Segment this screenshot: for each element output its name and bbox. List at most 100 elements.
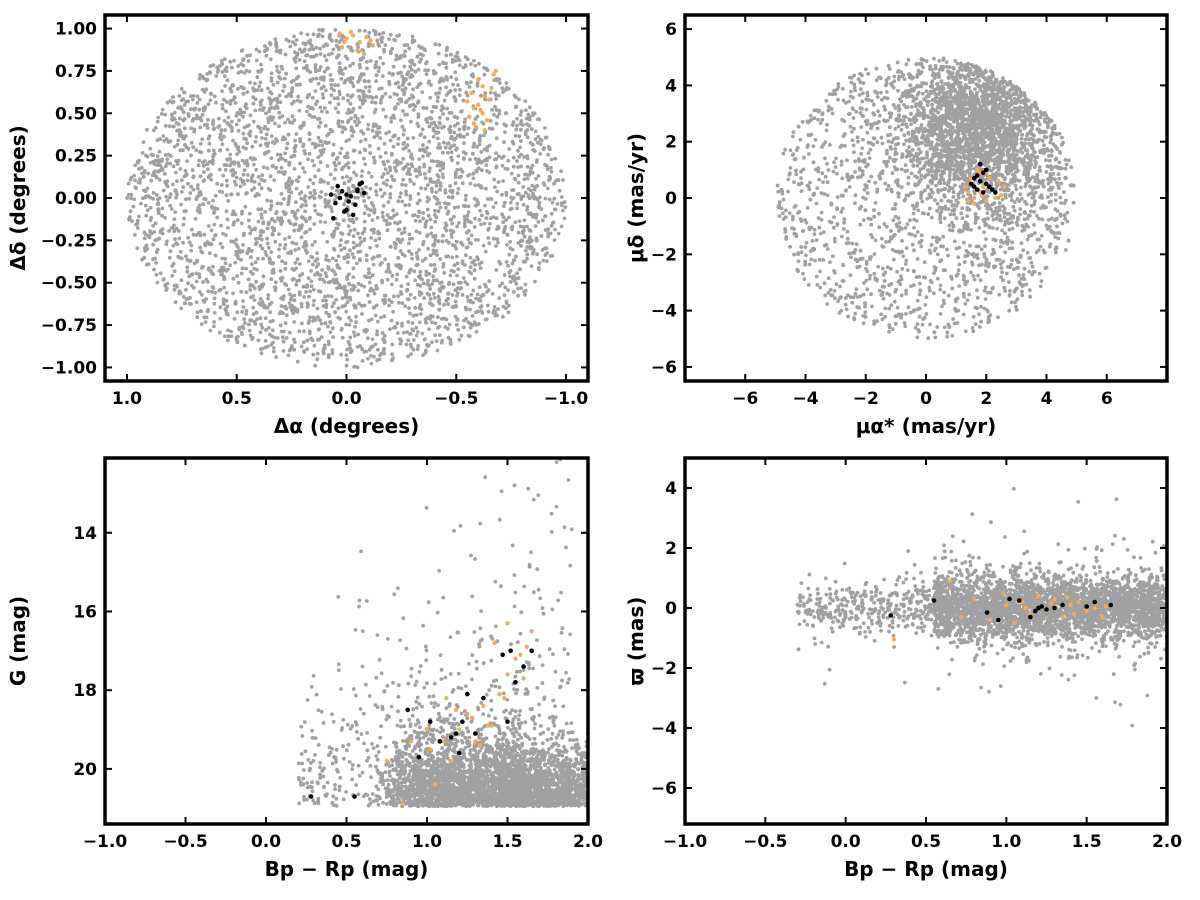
field-point — [412, 269, 417, 274]
field-point — [374, 95, 379, 99]
field-point — [829, 107, 834, 111]
field-point — [289, 181, 294, 186]
field-point — [393, 220, 397, 225]
field-point — [387, 303, 391, 308]
field-point — [234, 242, 239, 247]
field-point — [246, 277, 251, 282]
field-point — [525, 256, 529, 261]
field-point — [522, 155, 527, 159]
field-point — [525, 204, 530, 209]
field-point — [430, 320, 434, 325]
field-point — [416, 115, 421, 119]
field-point — [331, 277, 336, 282]
field-point — [456, 83, 460, 87]
field-point — [318, 277, 322, 281]
field-point — [434, 196, 438, 201]
field-point — [339, 238, 343, 243]
field-point — [385, 277, 390, 282]
field-point — [198, 192, 203, 197]
field-point — [366, 127, 370, 131]
field-point — [497, 259, 502, 264]
field-point — [328, 320, 332, 324]
field-point — [1034, 116, 1039, 120]
field-point — [377, 32, 382, 37]
field-point — [396, 199, 401, 204]
field-point — [870, 304, 874, 309]
field-point — [381, 61, 386, 66]
field-point — [322, 106, 327, 110]
field-point — [449, 268, 454, 273]
field-point — [345, 57, 350, 61]
field-point — [494, 97, 498, 101]
field-point — [488, 119, 493, 123]
field-point — [293, 59, 298, 64]
field-point — [229, 89, 234, 94]
field-point — [333, 106, 338, 111]
field-point — [318, 219, 323, 224]
field-point — [348, 176, 353, 181]
field-point — [407, 297, 411, 302]
field-point — [388, 51, 393, 56]
field-point — [186, 235, 191, 240]
field-point — [1059, 201, 1063, 205]
field-point — [449, 144, 454, 149]
field-point — [933, 198, 937, 203]
field-point — [178, 130, 183, 135]
field-point — [155, 138, 160, 143]
field-point — [311, 303, 316, 307]
field-point — [184, 197, 188, 202]
field-point — [396, 255, 401, 260]
field-point — [259, 237, 264, 242]
field-point — [249, 255, 253, 260]
field-point — [145, 186, 150, 191]
field-point — [979, 199, 984, 204]
field-point — [442, 271, 447, 275]
field-point — [414, 229, 419, 234]
field-point — [407, 237, 412, 241]
field-point — [530, 163, 535, 168]
field-point — [293, 248, 298, 252]
field-point — [528, 229, 533, 233]
field-point — [164, 194, 169, 199]
field-point — [241, 243, 245, 247]
field-point — [429, 186, 434, 191]
field-point — [547, 197, 552, 202]
field-point — [262, 44, 267, 48]
field-point — [529, 188, 533, 193]
field-point — [340, 130, 345, 134]
field-point — [344, 363, 349, 368]
field-point — [168, 203, 173, 208]
field-point — [367, 271, 372, 275]
field-point — [502, 122, 507, 127]
field-point — [427, 169, 432, 174]
field-point — [243, 321, 247, 325]
field-point — [433, 219, 438, 224]
field-point — [1032, 231, 1037, 236]
field-point — [151, 191, 156, 195]
field-point — [1047, 244, 1052, 249]
field-point — [174, 121, 179, 125]
field-point — [220, 89, 224, 93]
field-point — [302, 349, 306, 353]
field-point — [346, 77, 351, 82]
field-point — [459, 240, 463, 245]
field-point — [531, 111, 535, 116]
field-point — [134, 186, 138, 191]
field-point — [438, 86, 443, 91]
field-point — [548, 254, 553, 258]
field-point — [406, 169, 411, 174]
field-point — [530, 238, 534, 243]
field-point — [381, 74, 385, 78]
member-point — [331, 216, 336, 221]
field-point — [950, 220, 954, 225]
field-point — [241, 57, 246, 61]
field-point — [281, 339, 286, 344]
field-point — [242, 71, 247, 75]
field-point — [441, 233, 445, 238]
field-point — [270, 328, 275, 333]
field-point — [369, 236, 374, 240]
field-point — [267, 109, 271, 114]
field-point — [294, 283, 299, 287]
field-point — [950, 286, 955, 291]
field-point — [343, 285, 347, 289]
